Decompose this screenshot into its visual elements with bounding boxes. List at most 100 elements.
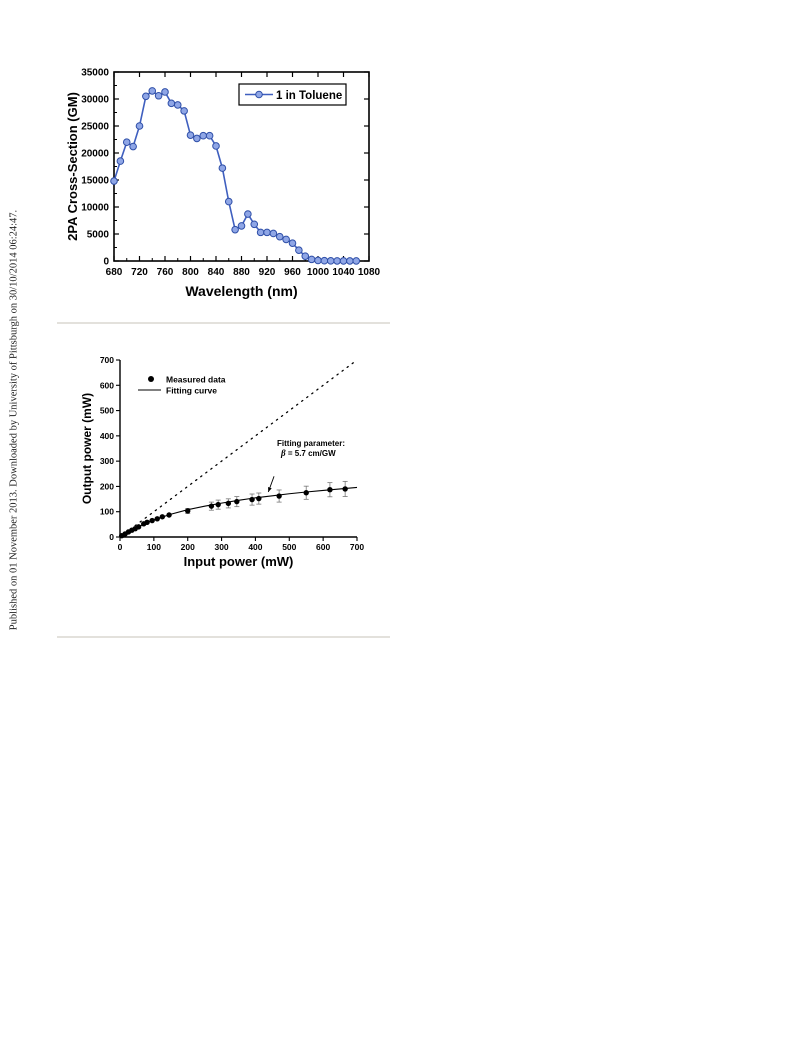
data-point: [159, 514, 166, 520]
x-tick-label: 1080: [358, 267, 381, 278]
series-line: [113, 89, 357, 262]
reference-dotted-line: [119, 359, 358, 538]
data-point: [186, 131, 195, 139]
data-point: [142, 92, 150, 101]
x-tick-label: 920: [259, 267, 276, 278]
data-point: [342, 486, 348, 492]
data-point: [307, 255, 316, 264]
x-tick-label: 840: [208, 267, 225, 278]
data-point: [244, 210, 252, 218]
x-axis-label: Input power (mW): [184, 554, 294, 569]
data-point: [167, 99, 176, 108]
x-tick-label: 100: [147, 542, 161, 552]
y-tick-label: 25000: [81, 122, 109, 133]
legend-marker-measured: [148, 376, 154, 382]
data-point: [237, 222, 246, 230]
data-point: [148, 87, 157, 95]
y-tick-label: 5000: [87, 230, 110, 241]
annotation-beta-symbol: β: [280, 448, 286, 458]
data-point: [263, 228, 271, 237]
data-point: [129, 142, 137, 151]
x-tick-label: 800: [182, 267, 199, 278]
data-point: [256, 228, 265, 237]
y-tick-label: 600: [100, 380, 114, 390]
y-tick-label: 15000: [81, 176, 109, 187]
data-point: [144, 519, 150, 526]
data-point: [116, 157, 125, 165]
fitting-curve: [119, 486, 358, 538]
x-tick-label: 680: [106, 267, 123, 278]
y-tick-label: 20000: [81, 149, 109, 160]
x-tick-label: 400: [248, 542, 262, 552]
divider-top: [57, 322, 390, 324]
data-point: [333, 257, 341, 265]
x-tick-label: 720: [131, 267, 148, 278]
x-tick-label: 760: [157, 267, 174, 278]
data-point: [122, 138, 131, 146]
data-point: [135, 524, 142, 530]
data-point: [173, 101, 182, 109]
data-point: [193, 134, 201, 143]
y-tick-label: 35000: [81, 68, 109, 79]
data-point: [269, 229, 278, 238]
data-point: [154, 91, 163, 100]
data-point: [149, 517, 155, 524]
y-tick-label: 0: [109, 532, 114, 542]
y-tick-label: 0: [103, 257, 109, 268]
data-point: [282, 235, 290, 244]
data-point: [276, 493, 282, 499]
data-point: [218, 164, 227, 172]
x-tick-label: 1000: [307, 267, 330, 278]
data-point: [231, 225, 239, 234]
x-tick-label: 600: [316, 542, 330, 552]
data-point: [208, 503, 215, 509]
y-tick-label: 200: [100, 481, 114, 491]
y-tick-label: 100: [100, 507, 114, 517]
y-tick-label: 30000: [81, 95, 109, 106]
data-point: [199, 131, 208, 140]
data-point: [275, 232, 284, 241]
data-point: [314, 256, 322, 265]
data-point: [224, 197, 233, 206]
data-point: [205, 131, 214, 140]
data-point: [135, 122, 144, 130]
data-point: [327, 487, 333, 493]
y-tick-label: 10000: [81, 203, 109, 214]
data-point: [256, 495, 262, 502]
data-point: [303, 490, 309, 496]
x-tick-label: 0: [118, 542, 123, 552]
annotation-beta-value: = 5.7 cm/GW: [286, 449, 336, 458]
x-tick-label: 300: [214, 542, 228, 552]
data-point: [185, 508, 191, 514]
y-tick-label: 400: [100, 431, 114, 441]
data-point: [180, 107, 188, 115]
data-point: [154, 516, 160, 522]
chart-2pa-cross-section: 680 720 760 800 840 880 920 960 1000 1040 1080 0 500…: [65, 68, 381, 300]
data-point: [215, 501, 221, 508]
legend-label-fit: Fitting curve: [166, 386, 217, 396]
data-point: [288, 239, 297, 247]
x-tick-label: 700: [350, 542, 364, 552]
legend-label: 1 in Toluene: [276, 90, 342, 102]
divider-bottom: [57, 636, 390, 638]
x-axis-label: Wavelength (nm): [185, 283, 297, 299]
x-tick-label: 960: [284, 267, 301, 278]
data-point: [166, 512, 172, 518]
data-point: [212, 142, 220, 150]
data-point: [250, 220, 259, 229]
data-point: [234, 498, 240, 505]
data-point: [249, 496, 255, 503]
data-point: [339, 257, 348, 265]
data-point: [225, 500, 232, 507]
data-point: [295, 246, 303, 254]
data-point: [301, 252, 310, 260]
y-axis-label: Output power (mW): [80, 393, 94, 504]
legend-marker: [255, 90, 263, 99]
y-tick-label: 500: [100, 406, 114, 416]
legend-label-measured: Measured data: [166, 375, 226, 385]
legend-box: [238, 83, 347, 106]
data-point: [326, 257, 335, 265]
data-point: [110, 177, 118, 185]
data-point: [346, 257, 354, 265]
data-point: [352, 257, 361, 265]
